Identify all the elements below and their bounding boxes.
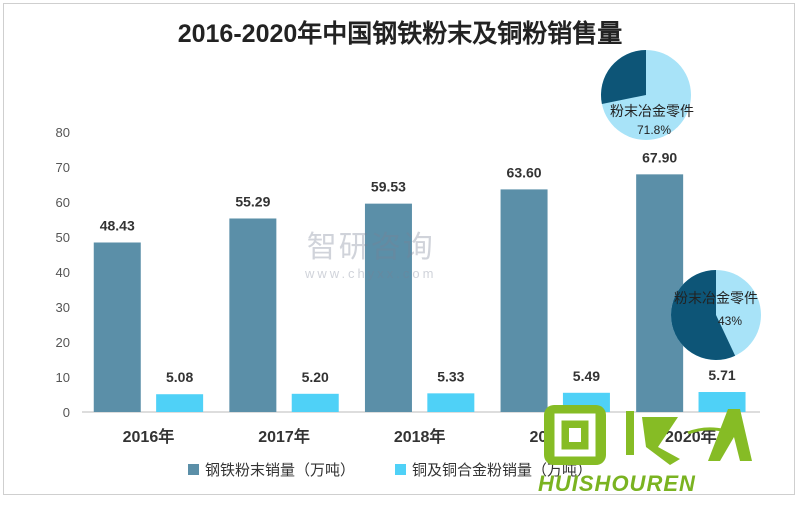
logo-box-core <box>569 428 581 442</box>
inset-pie-value: 71.8% <box>637 123 671 137</box>
watermark-sub: www.chyxx.com <box>305 266 437 281</box>
y-tick-label: 40 <box>56 265 70 280</box>
y-tick-label: 60 <box>56 195 70 210</box>
huishouren-logo: HUISHOUREN <box>538 403 800 500</box>
legend: 钢铁粉末销量（万吨） 铜及铜合金粉销量（万吨） <box>188 459 592 480</box>
legend-item-copper: 铜及铜合金粉销量（万吨） <box>395 459 592 480</box>
bar-steel <box>364 203 412 412</box>
bar-steel <box>93 242 141 412</box>
bar-steel <box>636 174 684 412</box>
data-label-copper: 5.33 <box>437 368 464 384</box>
data-label-steel: 63.60 <box>507 164 542 180</box>
inset-pie-slice-other <box>600 50 646 104</box>
bar-copper <box>427 393 475 412</box>
x-tick-label: 2016年 <box>123 427 175 446</box>
y-tick-label: 50 <box>56 230 70 245</box>
legend-swatch-copper <box>395 464 407 475</box>
inset-pie-slice-other <box>671 270 736 360</box>
legend-swatch-steel <box>188 464 199 475</box>
y-tick-label: 0 <box>63 405 70 420</box>
bar-steel <box>229 218 277 412</box>
logo-text: HUISHOUREN <box>538 471 696 496</box>
bar-copper <box>698 392 746 412</box>
legend-label-steel: 钢铁粉末销量（万吨） <box>205 462 356 479</box>
chart-title: 2016-2020年中国钢铁粉末及铜粉销售量 <box>177 20 623 48</box>
data-label-copper: 5.08 <box>166 369 193 385</box>
data-label-copper: 5.20 <box>302 369 329 385</box>
data-label-copper: 5.71 <box>708 367 735 383</box>
y-tick-label: 10 <box>56 370 70 385</box>
x-tick-label: 2020年 <box>665 427 717 446</box>
logo-box-inner <box>554 413 596 457</box>
data-label-steel: 59.53 <box>371 179 406 195</box>
inset-pie-label: 粉末冶金零件 <box>610 103 694 119</box>
y-tick-label: 30 <box>56 300 70 315</box>
logo-glyph-ren <box>708 409 752 461</box>
y-tick-label: 20 <box>56 335 70 350</box>
inset-pie-label: 粉末冶金零件 <box>674 290 758 306</box>
data-label-steel: 55.29 <box>235 193 270 209</box>
y-tick-label: 70 <box>56 160 70 175</box>
data-label-steel: 48.43 <box>100 217 135 233</box>
bar-copper <box>291 393 339 412</box>
legend-item-steel: 钢铁粉末销量（万吨） <box>188 459 355 480</box>
y-tick-label: 80 <box>56 125 70 140</box>
inset-pie-value: 43% <box>718 314 742 328</box>
watermark-main: 智研咨询 <box>306 231 435 264</box>
watermark: 智研咨询 www.chyxx.com <box>305 222 436 281</box>
data-label-steel: 67.90 <box>642 149 677 165</box>
bar-copper <box>156 394 204 412</box>
logo-glyph-shou <box>626 411 680 465</box>
logo-mark <box>544 405 752 465</box>
bar-steel <box>500 189 548 412</box>
x-tick-label: 2017年 <box>258 427 310 446</box>
legend-label-copper: 铜及铜合金粉销量（万吨） <box>412 462 593 479</box>
chart-frame <box>3 3 795 495</box>
logo-swoosh <box>687 427 744 439</box>
x-tick-label: 2018年 <box>394 427 446 446</box>
data-label-copper: 5.49 <box>573 368 600 384</box>
